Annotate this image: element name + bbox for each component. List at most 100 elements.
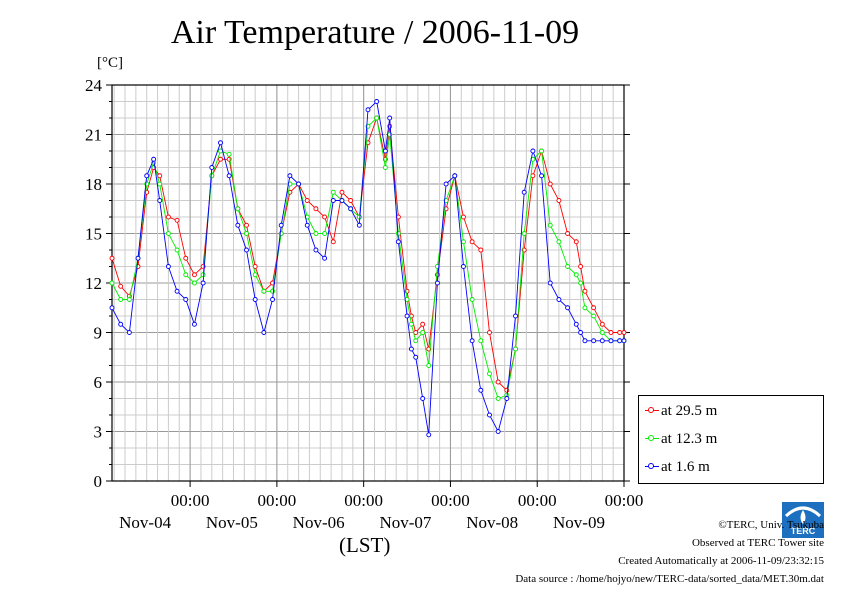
y-unit-label: [°C] [97,55,123,71]
series-2-point [547,280,553,286]
series-1-point [322,231,328,236]
series-0-point [218,156,223,162]
series-1-point [118,297,124,302]
series-0-point [165,214,171,220]
series-2-point [322,255,328,261]
series-line-1 [111,117,624,400]
series-1-point [209,173,215,179]
series-line-2 [111,100,624,435]
series-1-point [313,231,319,236]
x-tick-time: 00:00 [518,491,557,510]
legend: at 29.5 m at 12.3 m at 1.6 m [638,395,824,484]
series-2-point [174,288,180,294]
y-tick-label: 24 [85,76,103,95]
series-2-point [591,338,597,344]
series-2-point [252,297,258,302]
series-1-point [513,346,518,352]
legend-label-12-3m: at 12.3 m [661,431,718,447]
series-0-point [109,255,115,261]
series-1-point [261,288,267,294]
legend-label-29-5m: at 29.5 m [661,403,718,419]
series-2-point [582,338,588,344]
series-1-point [556,239,562,245]
series-1-point [599,330,605,335]
series-1-point [226,151,232,157]
series-1-point [126,297,132,302]
x-tick-time: 00:00 [431,491,470,510]
series-2-point [621,338,627,344]
series-1-point [183,272,189,278]
series-2-point [226,173,232,179]
legend-marker-29-5m [648,407,654,413]
series-1-point [461,239,466,245]
series-2-point [521,189,527,195]
series-2-point [387,115,393,121]
series-1-point [521,231,527,236]
series-0-point [118,283,124,289]
terc-logo: TERC [782,502,824,538]
series-0-point [174,217,180,223]
series-line-0 [111,116,624,392]
series-1-point [426,363,432,368]
series-2-point [487,412,492,418]
x-tick-date: Nov-08 [466,513,518,532]
x-tick-time: 00:00 [605,491,644,510]
series-2-point [118,321,124,327]
series-2-point [395,239,401,245]
series-1-point [582,305,588,311]
series-1-point [573,272,579,278]
series-0-point [556,198,562,203]
series-2-point [296,181,302,187]
series-0-point [547,181,553,187]
series-1-point [235,206,241,212]
series-2-point [434,280,440,286]
series-0-point [339,189,345,195]
series-2-point [469,338,475,344]
series-2-point [578,330,584,335]
series-2-point [452,173,458,179]
series-1-point [413,338,419,344]
series-2-point [313,247,319,253]
series-2-point [617,338,623,344]
series-0-point [621,330,627,335]
series-2-point [573,321,579,327]
footer-observed: Observed at TERC Tower site [691,537,824,549]
series-2-point [413,354,419,360]
series-2-point [235,222,241,228]
series-2-point [278,222,284,228]
series-1-point [356,214,362,220]
series-1-point [157,181,163,187]
series-2-point [426,432,432,438]
legend-marker-1-6m [648,463,654,469]
series-0-point [244,222,249,228]
series-0-point [487,330,492,335]
series-0-point [157,173,163,179]
y-tick-label: 6 [94,373,103,392]
y-tick-label: 3 [94,423,103,442]
logo-text: TERC [791,526,816,536]
series-2-point [157,198,163,203]
series-2-point [191,321,197,327]
series-1-point [591,313,597,319]
series-1-point [174,247,180,253]
legend-marker-12-3m [648,435,654,441]
series-2-point [209,165,215,170]
series-2-point [261,330,267,335]
legend-item-12-3m: at 12.3 m [639,429,825,449]
series-1-point [244,231,249,236]
series-1-point [109,280,115,286]
series-1-point [469,297,475,302]
series-0-point [313,206,319,212]
legend-item-29-5m: at 29.5 m [639,401,825,421]
series-0-point [420,321,426,327]
series-1-point [547,222,553,228]
series-2-point [374,99,380,104]
series-2-point [135,255,141,261]
series-1-point [578,280,584,286]
series-2-point [365,107,371,113]
x-axis-label: (LST) [339,533,391,557]
series-2-point [151,156,157,162]
series-2-point [495,429,501,434]
series-2-point [530,148,536,154]
